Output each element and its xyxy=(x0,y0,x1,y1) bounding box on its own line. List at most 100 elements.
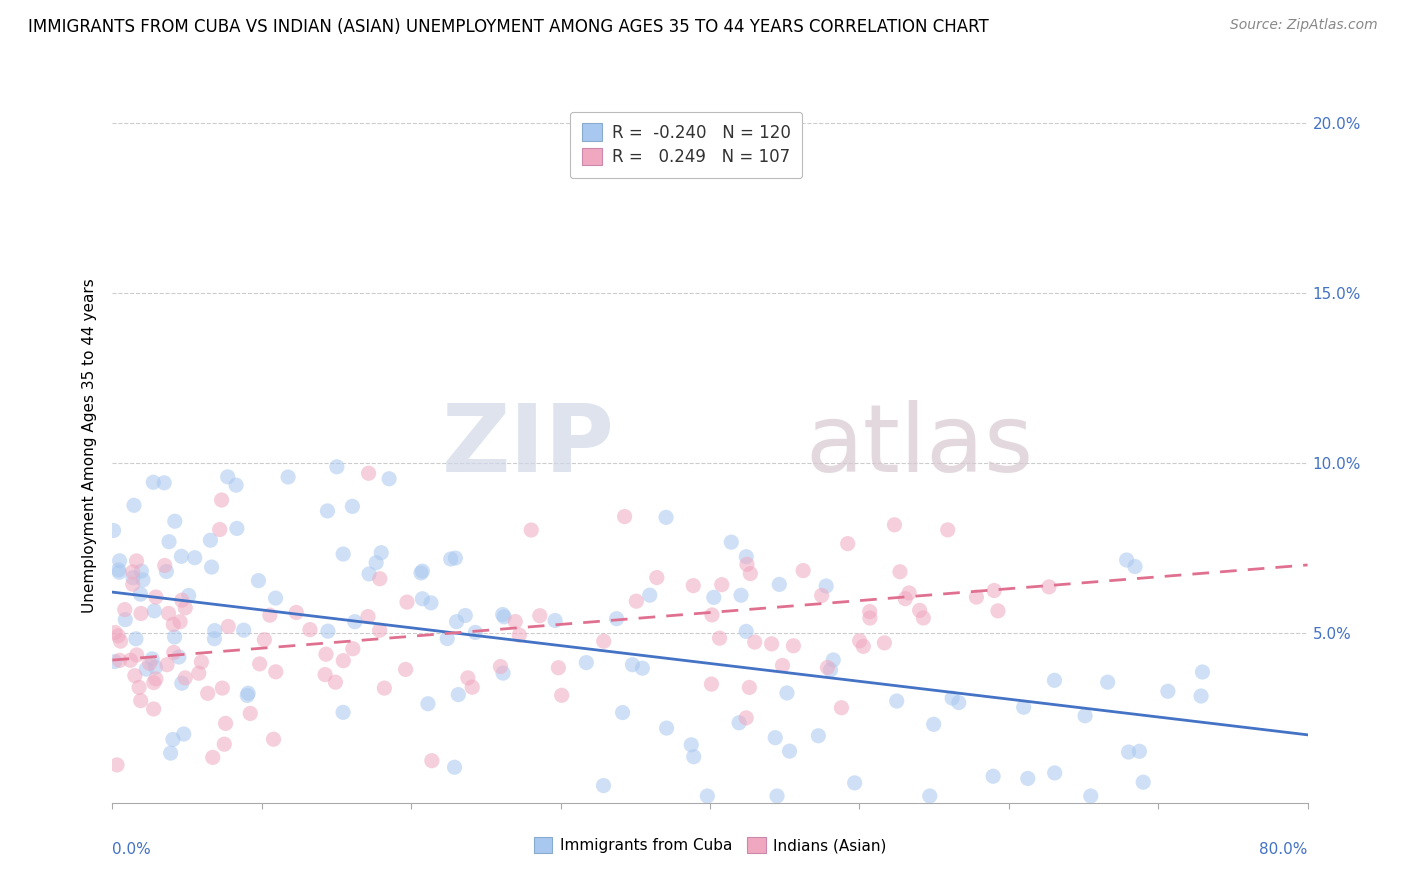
Point xyxy=(157,534,180,549)
Point xyxy=(159,746,181,760)
Legend: Immigrants from Cuba, Indians (Asian): Immigrants from Cuba, Indians (Asian) xyxy=(527,831,893,859)
Point xyxy=(253,632,276,647)
Point xyxy=(342,500,364,514)
Point xyxy=(145,660,167,674)
Point xyxy=(142,702,165,716)
Point xyxy=(492,666,515,681)
Point xyxy=(125,554,148,568)
Point xyxy=(416,697,439,711)
Point xyxy=(170,676,193,690)
Point xyxy=(626,594,648,608)
Point xyxy=(1017,772,1039,786)
Point xyxy=(145,672,167,686)
Point xyxy=(409,566,432,580)
Point xyxy=(370,546,392,560)
Point xyxy=(621,657,644,672)
Point xyxy=(378,472,401,486)
Point xyxy=(817,660,839,674)
Point xyxy=(703,591,725,605)
Point xyxy=(211,493,233,508)
Point xyxy=(738,681,761,695)
Point xyxy=(316,624,339,639)
Point xyxy=(359,566,381,581)
Point xyxy=(710,577,733,591)
Point xyxy=(108,566,131,580)
Point xyxy=(373,681,395,695)
Point xyxy=(457,671,479,685)
Point xyxy=(169,615,191,629)
Point xyxy=(761,637,783,651)
Text: ZIP: ZIP xyxy=(441,400,614,492)
Point xyxy=(232,624,254,638)
Point xyxy=(132,573,155,587)
Point xyxy=(108,653,131,667)
Point xyxy=(190,655,212,669)
Point xyxy=(394,662,416,676)
Point xyxy=(236,689,259,703)
Point xyxy=(681,738,703,752)
Point xyxy=(141,652,163,666)
Point xyxy=(366,556,388,570)
Point xyxy=(326,459,349,474)
Point xyxy=(1115,553,1137,567)
Point xyxy=(894,591,917,606)
Point xyxy=(125,648,148,662)
Point xyxy=(187,666,209,681)
Point xyxy=(844,776,866,790)
Point xyxy=(440,552,463,566)
Point xyxy=(238,686,260,700)
Point xyxy=(357,467,380,481)
Point xyxy=(1074,708,1097,723)
Point xyxy=(177,589,200,603)
Point xyxy=(156,657,179,672)
Point xyxy=(983,583,1005,598)
Point xyxy=(157,607,180,621)
Point xyxy=(631,661,654,675)
Point xyxy=(145,590,167,604)
Point xyxy=(489,659,512,673)
Point xyxy=(606,612,628,626)
Point xyxy=(104,625,127,640)
Point xyxy=(1132,775,1154,789)
Point xyxy=(443,760,465,774)
Point xyxy=(167,650,190,665)
Point xyxy=(124,668,146,682)
Point xyxy=(735,549,758,564)
Point xyxy=(263,732,285,747)
Point xyxy=(494,610,516,624)
Point xyxy=(420,596,443,610)
Point xyxy=(314,667,336,681)
Text: atlas: atlas xyxy=(806,400,1033,492)
Point xyxy=(852,640,875,654)
Point xyxy=(1038,580,1060,594)
Y-axis label: Unemployment Among Ages 35 to 44 years: Unemployment Among Ages 35 to 44 years xyxy=(82,278,97,614)
Point xyxy=(613,509,636,524)
Point xyxy=(728,715,751,730)
Point xyxy=(612,706,634,720)
Point xyxy=(735,711,758,725)
Point xyxy=(411,591,433,606)
Point xyxy=(332,706,354,720)
Point xyxy=(948,696,970,710)
Point xyxy=(700,607,723,622)
Point xyxy=(208,523,231,537)
Point xyxy=(315,647,337,661)
Point xyxy=(744,635,766,649)
Point xyxy=(766,789,789,803)
Point xyxy=(1189,689,1212,703)
Point xyxy=(153,558,176,573)
Point xyxy=(125,632,148,646)
Point xyxy=(792,564,814,578)
Point xyxy=(936,523,959,537)
Point xyxy=(368,624,391,638)
Point xyxy=(142,675,165,690)
Point xyxy=(886,694,908,708)
Point xyxy=(316,504,339,518)
Point xyxy=(163,645,186,659)
Point xyxy=(772,658,794,673)
Point xyxy=(204,624,226,638)
Point xyxy=(815,579,838,593)
Point xyxy=(575,656,598,670)
Point xyxy=(682,749,704,764)
Point xyxy=(823,653,845,667)
